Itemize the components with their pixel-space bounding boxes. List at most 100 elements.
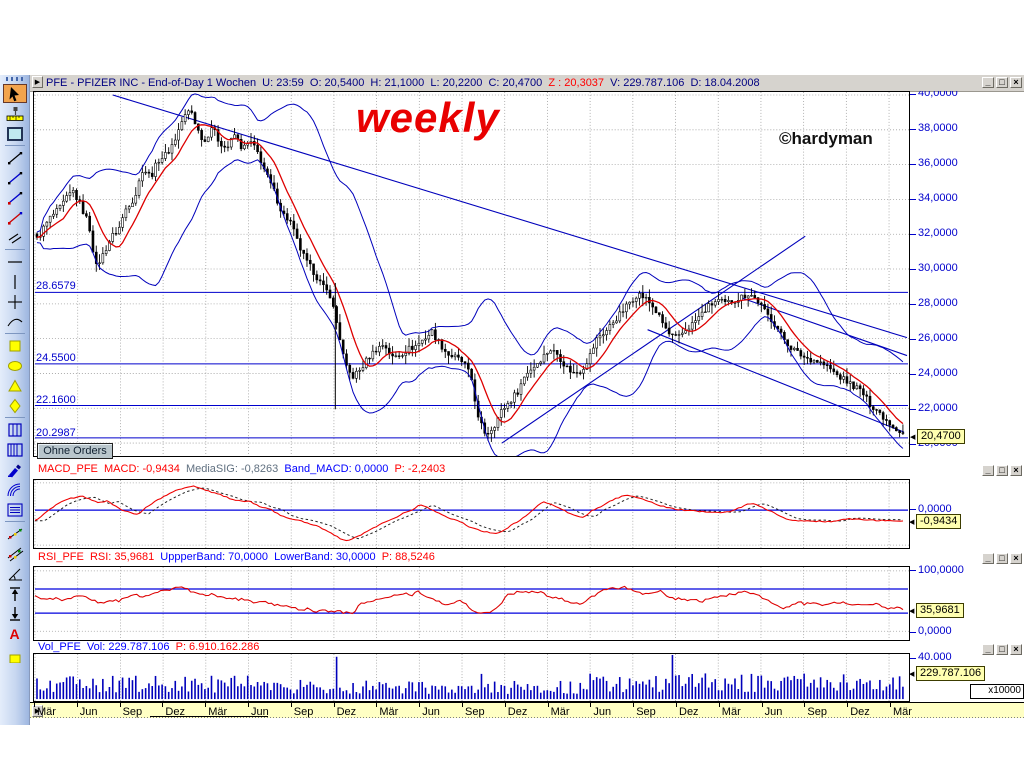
shape-partial-tool[interactable] xyxy=(3,644,27,663)
diamond-shape-tool[interactable] xyxy=(3,396,27,415)
macd-panel[interactable] xyxy=(33,479,910,549)
price-tick-label: 40,0000 xyxy=(918,91,958,99)
time-axis: ▶ Mär Jun Sep Dez Mär Jun Sep Dez Mär Jun Sep Dez Mä… xyxy=(30,702,1024,718)
rectangle-shape-tool[interactable] xyxy=(3,336,27,355)
window-title: PFE - PFIZER INC - End-of-Day 1 Wochen U… xyxy=(46,77,760,89)
rsi-bottom-tick xyxy=(910,632,916,633)
credit-watermark: ©hardyman xyxy=(779,129,873,148)
volume-header: Vol_PFE Vol: 229.787.106 P: 6.910.162.28… xyxy=(38,641,259,653)
pointer-tool[interactable] xyxy=(2,84,27,103)
text-run: UppperBand: 70,0000 xyxy=(160,551,275,563)
regression-tool[interactable] xyxy=(3,524,27,543)
volume-panel[interactable] xyxy=(33,653,910,702)
price-chart-panel[interactable]: weekly ©hardyman 28.6579 24.5500 22.1600 20… xyxy=(33,91,910,459)
text-run: Z : 20,3037 xyxy=(548,77,605,89)
month-label: Jun xyxy=(79,706,98,718)
price-tick-label: 34,0000 xyxy=(918,192,958,204)
text-tool[interactable]: A xyxy=(3,624,27,643)
month-label: Mär xyxy=(550,706,570,718)
month-label: Sep xyxy=(636,706,656,718)
curve-tool[interactable] xyxy=(3,312,27,331)
text-run: Vol: 229.787.106 xyxy=(86,641,176,653)
month-tick xyxy=(119,703,121,707)
trendline-red-tool[interactable] xyxy=(3,208,27,227)
toolbar-grip[interactable] xyxy=(5,77,24,81)
month-tick xyxy=(248,703,249,707)
price-tick xyxy=(910,304,916,305)
price-tick xyxy=(910,94,916,95)
macd-pointer-icon: ◀ xyxy=(909,519,915,526)
ohne-orders-button[interactable]: Ohne Orders xyxy=(37,443,113,459)
rsi-top-tick xyxy=(910,570,916,571)
text-run: MediaSIG: -0,8263 xyxy=(185,463,285,475)
trendline-black-tool[interactable] xyxy=(3,148,27,167)
maximize-button[interactable]: □ xyxy=(996,465,1008,476)
text-run: PFE - PFIZER INC - End-of-Day 1 Wochen U… xyxy=(46,77,549,89)
minimize-button[interactable]: _ xyxy=(982,465,994,476)
drawing-toolbar: A xyxy=(0,75,30,725)
price-tick xyxy=(910,444,916,445)
parallel-lines-tool[interactable] xyxy=(3,228,27,247)
annotate-tool[interactable] xyxy=(3,460,27,479)
macd-zero-tick xyxy=(910,509,916,510)
rsi-panel[interactable] xyxy=(33,566,910,641)
trendline-red-blue-tool[interactable] xyxy=(3,188,27,207)
arrow-up-tool[interactable] xyxy=(3,584,27,603)
price-tick xyxy=(910,339,916,340)
close-button[interactable]: × xyxy=(1010,465,1022,476)
minimize-button[interactable]: _ xyxy=(982,644,994,655)
angle-tool[interactable] xyxy=(3,564,27,583)
minimize-button[interactable]: _ xyxy=(982,553,994,564)
ellipse-shape-tool[interactable] xyxy=(3,356,27,375)
window-controls-macd: _ □ × xyxy=(982,465,1022,476)
split-two-panes-tool[interactable] xyxy=(3,420,27,439)
maximize-button[interactable]: □ xyxy=(996,644,1008,655)
price-tick-label: 28,0000 xyxy=(918,297,958,309)
month-tick xyxy=(333,703,335,707)
text-run: P: -2,2403 xyxy=(394,463,446,475)
month-label: Dez xyxy=(679,706,699,718)
month-tick xyxy=(462,703,463,707)
arrow-down-tool[interactable] xyxy=(3,604,27,623)
month-tick xyxy=(590,703,592,707)
maximize-button[interactable]: □ xyxy=(996,77,1008,88)
time-axis-arrow-button[interactable]: ▶ xyxy=(32,705,43,717)
text-run: V: 229.787.106 D: 18.04.2008 xyxy=(604,77,760,89)
minimize-button[interactable]: _ xyxy=(982,77,994,88)
volume-scale-label: 40.000 xyxy=(918,651,952,663)
crosshair-tool[interactable] xyxy=(3,292,27,311)
text-run: LowerBand: 30,0000 xyxy=(274,551,382,563)
triangle-shape-tool[interactable] xyxy=(3,376,27,395)
chart-window-titlebar: ▶ PFE - PFIZER INC - End-of-Day 1 Wochen… xyxy=(30,75,1024,92)
vertical-line-tool[interactable] xyxy=(3,272,27,291)
month-tick xyxy=(804,703,806,707)
volume-value-box: 229.787.106 xyxy=(916,666,986,681)
regression-channel-tool[interactable] xyxy=(3,544,27,563)
month-tick xyxy=(376,703,378,707)
close-button[interactable]: × xyxy=(1010,553,1022,564)
panel-expand-button[interactable]: ▶ xyxy=(32,76,43,88)
close-button[interactable]: × xyxy=(1010,644,1022,655)
text-run: Vol_PFE xyxy=(38,641,87,653)
horizontal-line-tool[interactable] xyxy=(3,252,27,271)
month-label: Sep xyxy=(465,706,485,718)
close-button[interactable]: × xyxy=(1010,77,1022,88)
text-block-tool[interactable] xyxy=(3,500,27,519)
text-run: RSI_PFE xyxy=(38,551,90,563)
pin-measure-tool[interactable] xyxy=(3,104,27,123)
zoom-box-tool[interactable] xyxy=(3,124,27,143)
toolbar-divider xyxy=(4,145,25,146)
text-run: MACD_PFE xyxy=(38,463,105,475)
month-label: Mär xyxy=(37,706,56,718)
fib-arcs-tool[interactable] xyxy=(3,480,27,499)
month-label: Dez xyxy=(336,706,357,718)
weekly-watermark: weekly xyxy=(356,94,500,141)
price-tick xyxy=(910,129,916,130)
split-three-panes-tool[interactable] xyxy=(3,440,27,459)
maximize-button[interactable]: □ xyxy=(996,553,1008,564)
month-tick xyxy=(890,703,891,707)
trendline-blue-tool[interactable] xyxy=(3,168,27,187)
price-tick-label: 26,0000 xyxy=(918,332,958,344)
macd-zero-label: 0,0000 xyxy=(918,503,952,515)
